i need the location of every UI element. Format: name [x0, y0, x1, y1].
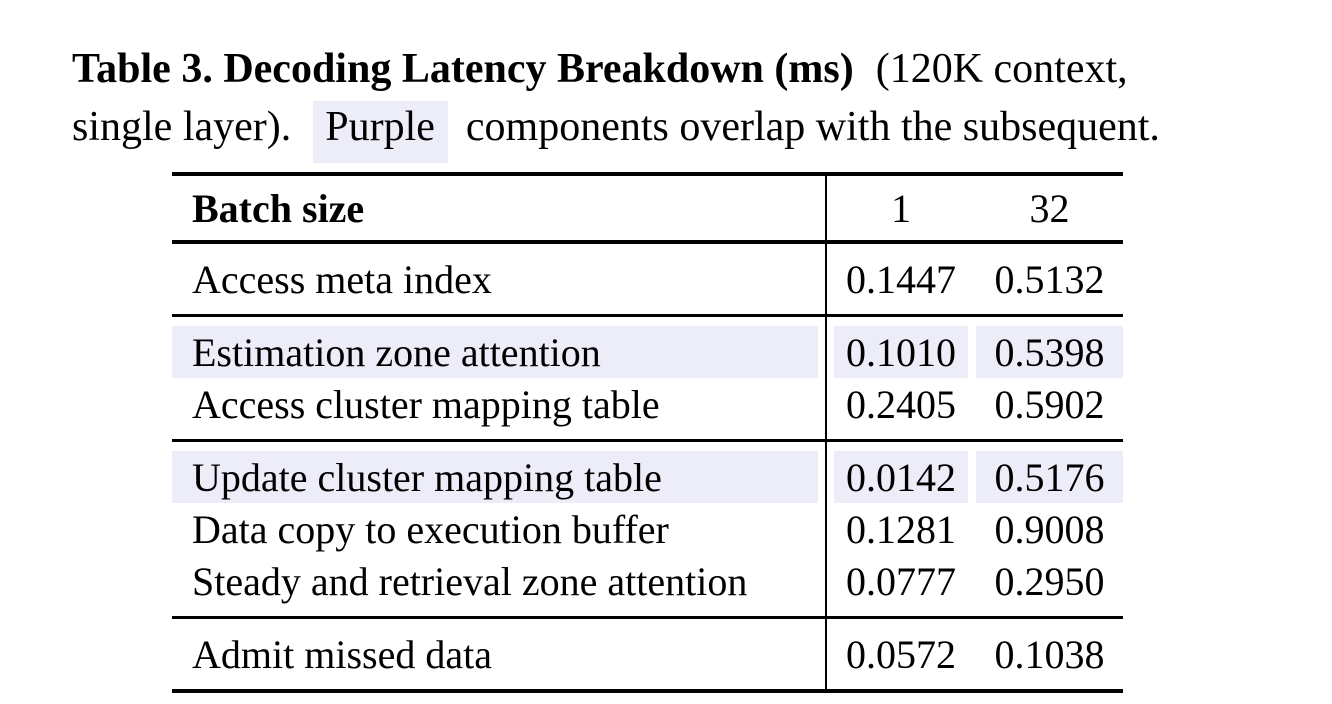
value-batch-1: 0.1281: [846, 506, 956, 552]
value-batch-32: 0.9008: [994, 506, 1105, 552]
table-rule-bottom: [172, 689, 1123, 693]
row-label: Access cluster mapping table: [192, 381, 660, 427]
table-group-4: Admit missed data 0.0572 0.1038: [172, 619, 1123, 689]
table-rule-mid-2: [172, 439, 1123, 442]
table-row-highlighted: Update cluster mapping table 0.0142 0.51…: [172, 451, 1123, 503]
value-batch-32: 0.5398: [976, 326, 1123, 378]
purple-highlight-chip: Purple: [313, 101, 448, 163]
header-row: Batch size 1 32: [172, 176, 1123, 240]
value-batch-1: 0.0572: [846, 631, 956, 677]
value-batch-1: 0.0777: [846, 558, 956, 604]
value-batch-32: 0.5902: [994, 381, 1105, 427]
value-batch-32: 0.5176: [976, 451, 1123, 503]
header-col-batch-32: 32: [1029, 185, 1070, 231]
row-label: Steady and retrieval zone attention: [192, 558, 748, 604]
caption-line-1: Table 3. Decoding Latency Breakdown (ms)…: [72, 40, 1302, 98]
table-rule-mid-3: [172, 616, 1123, 619]
value-batch-32: 0.2950: [994, 558, 1105, 604]
table-caption: Table 3. Decoding Latency Breakdown (ms)…: [72, 40, 1302, 163]
table-group-2: Estimation zone attention 0.1010 0.5398 …: [172, 317, 1123, 439]
value-batch-1: 0.1447: [846, 256, 956, 302]
table-group-3: Update cluster mapping table 0.0142 0.51…: [172, 442, 1123, 616]
row-label: Estimation zone attention: [172, 326, 818, 378]
caption-title: Table 3. Decoding Latency Breakdown (ms): [72, 46, 854, 92]
value-batch-32: 0.1038: [994, 631, 1105, 677]
caption-line2-pre: single layer).: [72, 104, 292, 150]
header-col-batch-1: 1: [891, 185, 911, 231]
column-divider: [825, 619, 827, 689]
column-divider: [825, 244, 827, 314]
table-row: Steady and retrieval zone attention 0.07…: [172, 555, 1123, 607]
table-rule-mid-1: [172, 314, 1123, 317]
row-label: Admit missed data: [192, 631, 492, 677]
table-group-1: Access meta index 0.1447 0.5132: [172, 244, 1123, 314]
table-rule-top: [172, 172, 1123, 176]
row-label: Data copy to execution buffer: [192, 506, 669, 552]
caption-subtitle: (120K context,: [875, 46, 1128, 92]
column-divider: [825, 317, 827, 439]
row-label: Access meta index: [192, 256, 492, 302]
value-batch-1: 0.1010: [834, 326, 968, 378]
table-row: Admit missed data 0.0572 0.1038: [172, 628, 1123, 680]
table-row: Access cluster mapping table 0.2405 0.59…: [172, 378, 1123, 430]
value-batch-32: 0.5132: [994, 256, 1105, 302]
table-row: Access meta index 0.1447 0.5132: [172, 253, 1123, 305]
caption-line2-post: components overlap with the subsequent.: [465, 104, 1160, 150]
table-row-highlighted: Estimation zone attention 0.1010 0.5398: [172, 326, 1123, 378]
header-batch-size-label: Batch size: [192, 185, 365, 231]
table-row: Data copy to execution buffer 0.1281 0.9…: [172, 503, 1123, 555]
value-batch-1: 0.2405: [846, 381, 956, 427]
row-label: Update cluster mapping table: [172, 451, 818, 503]
caption-line-2: single layer). Purple components overlap w…: [72, 98, 1302, 163]
value-batch-1: 0.0142: [834, 451, 968, 503]
table-rule-below-header: [172, 240, 1123, 244]
column-divider: [825, 442, 827, 616]
table-header-group: Batch size 1 32: [172, 176, 1123, 240]
column-divider: [825, 176, 827, 240]
latency-breakdown-table: Batch size 1 32 Access meta index 0.1447…: [172, 172, 1123, 693]
